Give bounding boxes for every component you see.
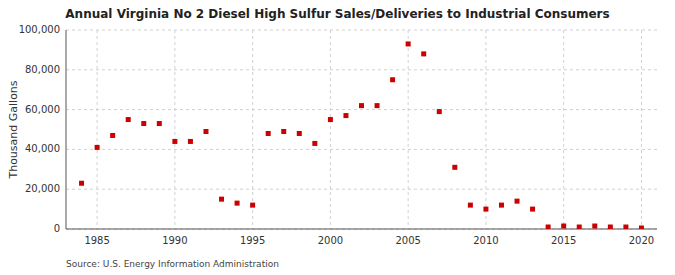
x-grid-line — [174, 30, 175, 229]
y-tick-label: 0 — [54, 223, 60, 234]
point — [188, 139, 193, 144]
point — [110, 133, 115, 138]
point — [421, 51, 426, 56]
point — [359, 103, 364, 108]
x-tick-label: 2015 — [551, 235, 576, 246]
point — [390, 77, 395, 82]
y-grid-line — [66, 69, 657, 70]
point — [608, 225, 613, 229]
point — [592, 224, 597, 229]
point — [561, 224, 566, 229]
point — [79, 181, 84, 186]
y-grid-line — [66, 30, 657, 31]
point — [406, 41, 411, 46]
y-tick-label: 40,000 — [25, 143, 60, 154]
x-tick-label: 2010 — [473, 235, 498, 246]
chart: 0 20,000 40,000 60,000 80,000 100,000 1985 1990… — [0, 0, 675, 275]
y-tick-label: 20,000 — [25, 183, 60, 194]
point — [281, 129, 286, 134]
y-tick-label: 80,000 — [25, 64, 60, 75]
point — [141, 121, 146, 126]
source: Source: U.S. Energy Information Administ… — [66, 259, 279, 269]
x-tick-label: 2020 — [629, 235, 654, 246]
x-grid-line — [408, 30, 409, 229]
point — [577, 225, 582, 229]
x-grid-line — [252, 30, 253, 229]
point — [312, 141, 317, 146]
point — [623, 225, 628, 229]
point — [499, 203, 504, 208]
point — [343, 113, 348, 118]
point — [95, 145, 100, 150]
axes: 0 20,000 40,000 60,000 80,000 100,000 1985 1990… — [19, 24, 657, 246]
x-tick-label: 1990 — [162, 235, 187, 246]
point — [328, 117, 333, 122]
y-axis-label: Thousand Gallons — [7, 80, 20, 179]
point — [483, 207, 488, 212]
y-grid-line — [66, 149, 657, 150]
point — [172, 139, 177, 144]
y-grid-line — [66, 189, 657, 190]
y-tick-label: 100,000 — [19, 24, 60, 35]
x-tick-label: 1985 — [84, 235, 109, 246]
point — [157, 121, 162, 126]
point — [203, 129, 208, 134]
title: Annual Virginia No 2 Diesel High Sulfur … — [65, 7, 609, 21]
point — [375, 103, 380, 108]
x-grid-line — [641, 30, 642, 229]
x-grid-line — [485, 30, 486, 229]
point — [266, 131, 271, 136]
point — [235, 201, 240, 206]
y-grid-line — [66, 109, 657, 110]
point — [468, 203, 473, 208]
point — [250, 203, 255, 208]
x-axis-line — [66, 229, 657, 230]
y-axis-line — [66, 30, 67, 229]
x-tick-label: 2000 — [318, 235, 343, 246]
points — [79, 41, 644, 229]
point — [546, 225, 551, 229]
x-grid-line — [563, 30, 564, 229]
point — [515, 199, 520, 204]
point — [219, 197, 224, 202]
point — [297, 131, 302, 136]
y-tick-label: 60,000 — [25, 104, 60, 115]
point — [126, 117, 131, 122]
y-grid-line — [66, 229, 657, 230]
x-grid-line — [330, 30, 331, 229]
x-tick-label: 2005 — [395, 235, 420, 246]
point — [452, 165, 457, 170]
point — [639, 226, 644, 229]
x-tick-label: 1995 — [240, 235, 265, 246]
point — [530, 207, 535, 212]
x-grid-line — [97, 30, 98, 229]
point — [437, 109, 442, 114]
grid — [66, 30, 657, 229]
